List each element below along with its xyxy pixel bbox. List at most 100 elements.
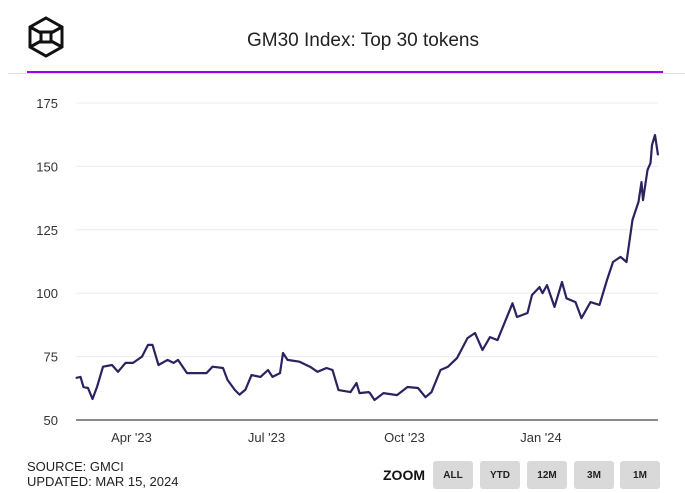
y-tick-label: 175 <box>36 96 58 111</box>
data-point <box>546 284 548 286</box>
data-point <box>625 261 628 263</box>
data-point <box>619 256 622 258</box>
data-point <box>211 366 214 368</box>
data-point <box>355 382 358 384</box>
data-point <box>424 396 427 398</box>
data-point <box>316 371 319 373</box>
data-point <box>382 392 385 394</box>
data-point <box>117 371 119 373</box>
data-point <box>196 372 199 374</box>
series-line-gm30 <box>75 133 660 402</box>
gmci-logo-icon <box>26 15 66 64</box>
data-point <box>298 361 301 363</box>
data-point <box>396 394 398 396</box>
data-point <box>337 389 340 391</box>
data-point <box>87 387 89 389</box>
data-point <box>516 316 518 318</box>
zoom-1m-button[interactable]: 1M <box>620 461 660 489</box>
y-tick-label: 150 <box>36 159 58 174</box>
data-point <box>511 302 514 304</box>
x-tick-label: Oct '23 <box>384 430 425 445</box>
data-point <box>325 367 328 369</box>
zoom-12m-button[interactable]: 12M <box>527 461 567 489</box>
data-point <box>147 344 149 346</box>
data-point <box>541 292 544 294</box>
data-point <box>631 219 634 221</box>
data-point <box>259 376 262 378</box>
chart-title: GM30 Index: Top 30 tokens <box>246 30 480 51</box>
data-point <box>481 349 484 351</box>
data-point <box>157 364 160 366</box>
updated-text: UPDATED: MAR 15, 2024 <box>27 474 179 489</box>
data-point <box>565 297 568 299</box>
data-point <box>526 312 529 314</box>
title-divider <box>27 71 663 73</box>
data-point <box>574 301 577 303</box>
x-tick-label: Apr '23 <box>111 430 152 445</box>
data-point <box>186 372 188 374</box>
data-point <box>642 199 644 201</box>
data-point <box>466 337 469 339</box>
y-tick-label: 75 <box>44 350 58 365</box>
zoom-all-button[interactable]: ALL <box>433 461 473 489</box>
data-point <box>580 317 583 319</box>
data-point <box>646 169 649 171</box>
x-tick-label: Jan '24 <box>520 430 562 445</box>
x-tick-label: Jul '23 <box>248 430 285 445</box>
data-point <box>238 394 241 396</box>
data-point <box>637 201 640 203</box>
data-point <box>531 294 533 296</box>
data-point <box>177 359 179 361</box>
data-point <box>286 359 289 361</box>
data-point <box>373 399 376 401</box>
data-point <box>649 162 652 164</box>
y-tick-label: 100 <box>36 286 58 301</box>
source-info: SOURCE: GMCI UPDATED: MAR 15, 2024 <box>27 459 178 489</box>
data-point <box>369 392 371 394</box>
zoom-label: ZOOM <box>383 467 425 483</box>
data-point <box>406 386 409 388</box>
data-point <box>598 304 601 306</box>
data-point <box>538 286 541 288</box>
data-point <box>309 366 311 368</box>
data-point <box>267 369 269 371</box>
data-point <box>651 144 653 146</box>
data-point <box>489 336 491 338</box>
data-point <box>349 391 352 393</box>
zoom-ytd-button[interactable]: YTD <box>480 461 520 489</box>
data-point <box>91 398 94 400</box>
y-tick-label: 50 <box>44 413 58 428</box>
data-point <box>439 369 442 371</box>
data-point <box>456 357 458 359</box>
data-point <box>271 376 274 378</box>
data-point <box>496 339 499 341</box>
data-point <box>657 154 659 156</box>
data-point <box>141 356 143 358</box>
y-tick-label: 125 <box>36 223 58 238</box>
data-point <box>222 367 224 369</box>
data-point <box>79 376 82 378</box>
data-point <box>430 391 433 393</box>
data-point <box>561 281 563 283</box>
data-point <box>282 352 284 354</box>
data-point <box>226 379 229 381</box>
data-point <box>553 306 556 308</box>
data-point <box>654 134 656 136</box>
zoom-3m-button[interactable]: 3M <box>574 461 614 489</box>
data-point <box>151 344 154 346</box>
data-point <box>417 387 419 389</box>
data-point <box>132 362 134 364</box>
data-point <box>505 317 508 319</box>
data-point <box>606 279 608 281</box>
data-point <box>96 386 98 388</box>
data-point <box>447 366 449 368</box>
data-point <box>279 372 281 374</box>
data-point <box>367 391 370 393</box>
data-point <box>358 392 361 394</box>
data-point <box>99 376 101 378</box>
data-point <box>172 362 175 364</box>
data-point <box>205 372 208 374</box>
data-point <box>124 362 127 364</box>
